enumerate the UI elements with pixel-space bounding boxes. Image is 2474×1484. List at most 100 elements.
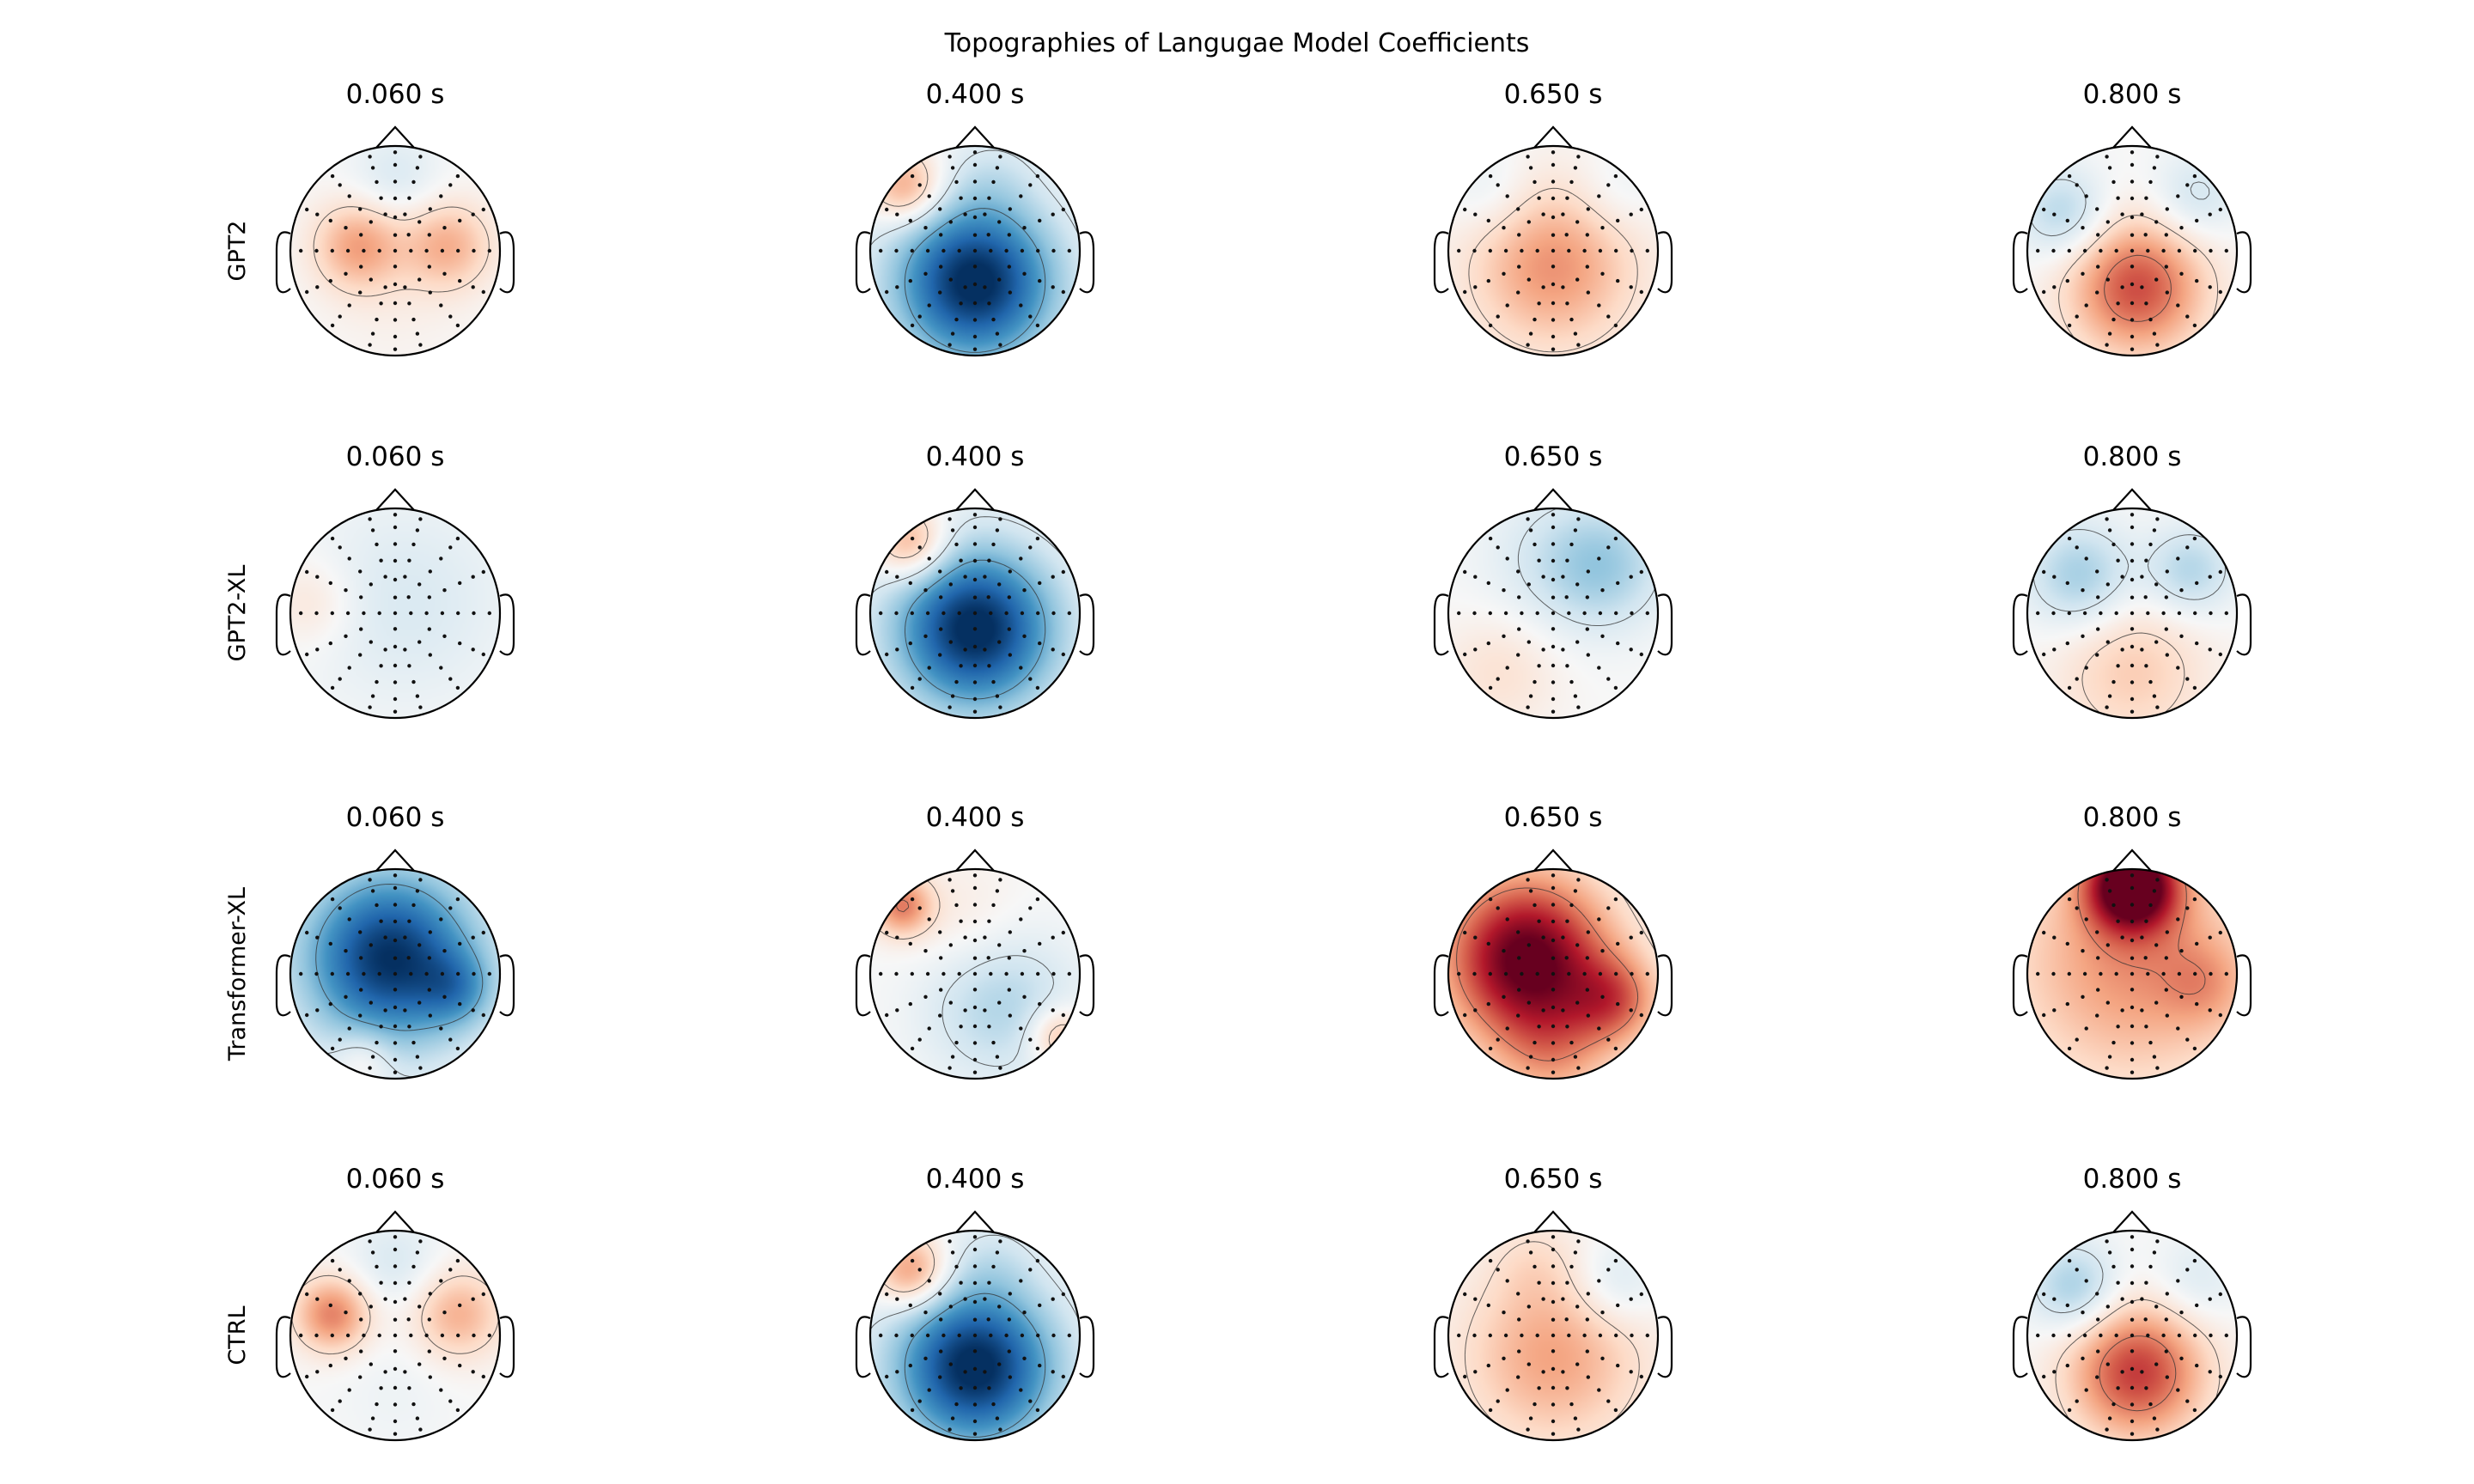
sensor-dot bbox=[1019, 1026, 1023, 1031]
sensor-dot bbox=[2036, 1333, 2040, 1338]
sensor-dot bbox=[2095, 1013, 2099, 1018]
right-ear-marker bbox=[1657, 954, 1673, 1017]
sensor-dot bbox=[1629, 575, 1633, 579]
sensor-dot bbox=[1526, 705, 1530, 709]
sensor-dot bbox=[2146, 248, 2150, 253]
nose-marker bbox=[1533, 125, 1573, 149]
sensor-dot bbox=[428, 290, 432, 295]
sensor-dot bbox=[2185, 314, 2190, 319]
sensor-dot bbox=[2095, 207, 2099, 211]
sensor-dot bbox=[2208, 1008, 2212, 1013]
sensor-dot bbox=[2067, 1258, 2072, 1263]
topomap-time-label: 0.060 s bbox=[346, 1164, 445, 1195]
sensor-dot bbox=[2195, 1363, 2199, 1368]
topomap-time-label: 0.060 s bbox=[346, 802, 445, 833]
sensor-dot bbox=[972, 971, 978, 976]
sensor-dot bbox=[1036, 1333, 1040, 1338]
sensor-dot bbox=[1488, 323, 1493, 328]
sensor-dot bbox=[1597, 194, 1601, 198]
sensor-dot bbox=[1035, 536, 1040, 541]
right-ear-marker bbox=[499, 954, 515, 1017]
sensor-dot bbox=[2192, 323, 2197, 328]
sensor-dot bbox=[1616, 1303, 1620, 1308]
sensor-dot bbox=[338, 183, 342, 187]
sensor-dot bbox=[1472, 971, 1477, 976]
sensor-dot bbox=[1541, 648, 1545, 652]
nose-marker bbox=[2112, 488, 2152, 511]
sensor-dot bbox=[948, 1066, 952, 1070]
sensor-dot bbox=[972, 885, 978, 891]
sensor-dot bbox=[2155, 1239, 2160, 1244]
sensor-dot bbox=[989, 1333, 993, 1338]
topomap: 0.650 s bbox=[1433, 1164, 1673, 1442]
sensor-dot bbox=[328, 1363, 332, 1368]
sensor-dot bbox=[2218, 569, 2222, 575]
sensor-dot bbox=[456, 1333, 460, 1338]
sensor-dot bbox=[455, 1046, 460, 1051]
sensor-dot bbox=[1019, 666, 1023, 670]
sensor-dot bbox=[927, 303, 931, 307]
sensor-dot bbox=[959, 558, 963, 563]
sensor-markers bbox=[878, 513, 1072, 714]
topomap-time-label: 0.800 s bbox=[2083, 802, 2182, 833]
sensor-dot bbox=[330, 971, 334, 976]
sensor-dot bbox=[344, 634, 348, 638]
sensor-dot bbox=[895, 212, 899, 216]
sensor-dot bbox=[2105, 220, 2110, 224]
sensor-dot bbox=[406, 595, 411, 599]
sensor-dot bbox=[1551, 709, 1556, 714]
sensor-dot bbox=[1488, 1408, 1493, 1413]
sensor-dot bbox=[440, 1333, 445, 1338]
sensor-dot bbox=[963, 648, 967, 652]
topomap-time-label: 0.800 s bbox=[2083, 1164, 2182, 1195]
topomap: 0.060 s bbox=[275, 441, 515, 720]
sensor-dot bbox=[923, 271, 928, 276]
sensor-dot bbox=[375, 542, 379, 547]
sensor-dot bbox=[938, 290, 942, 295]
sensor-dot bbox=[1526, 277, 1532, 282]
sensor-dot bbox=[406, 1317, 411, 1322]
sensor-dot bbox=[1551, 1005, 1556, 1010]
sensor-dot bbox=[2116, 558, 2120, 563]
sensor-dot bbox=[1503, 248, 1508, 253]
sensor-dot bbox=[895, 1008, 899, 1013]
sensor-dot bbox=[393, 162, 398, 167]
sensor-dot bbox=[1600, 271, 1605, 276]
sensor-dot bbox=[878, 611, 883, 616]
sensor-dot bbox=[418, 1239, 423, 1244]
sensor-dot bbox=[338, 1399, 342, 1403]
topomap: 0.800 s bbox=[2012, 79, 2252, 357]
sensor-dot bbox=[383, 648, 387, 652]
sensor-dot bbox=[972, 1402, 978, 1407]
sensor-dot bbox=[2195, 941, 2199, 946]
sensor-dot bbox=[927, 666, 931, 670]
sensor-dot bbox=[1537, 1386, 1541, 1390]
sensor-dot bbox=[487, 971, 491, 976]
sensor-dot bbox=[2155, 705, 2160, 709]
sensor-dot bbox=[2193, 1333, 2197, 1338]
sensor-dot bbox=[2154, 220, 2159, 224]
sensor-dot bbox=[2193, 611, 2197, 616]
sensor-dot bbox=[1551, 265, 1556, 269]
sensor-dot bbox=[1551, 885, 1556, 891]
sensor-dot bbox=[2105, 1305, 2110, 1309]
sensor-dot bbox=[2130, 1385, 2135, 1390]
sensor-dot bbox=[369, 1362, 373, 1366]
sensor-dot bbox=[417, 1000, 422, 1005]
sensor-markers bbox=[1457, 873, 1650, 1074]
sensor-dot bbox=[481, 1292, 485, 1297]
sensor-dot bbox=[2224, 1333, 2228, 1338]
sensor-dot bbox=[1613, 323, 1618, 328]
sensor-dot bbox=[1007, 1349, 1012, 1353]
sensor-dot bbox=[1541, 935, 1545, 940]
sensor-dot bbox=[1575, 582, 1580, 587]
sensor-dot bbox=[2208, 1370, 2212, 1374]
sensor-dot bbox=[481, 207, 485, 212]
sensor-dot bbox=[1576, 705, 1581, 709]
sensor-dot bbox=[987, 919, 991, 923]
sensor-dot bbox=[2144, 1280, 2148, 1285]
sensor-dot bbox=[2209, 611, 2213, 616]
sensor-dot bbox=[1575, 1000, 1580, 1005]
sensor-dot bbox=[1573, 528, 1578, 532]
sensor-dot bbox=[442, 588, 447, 593]
